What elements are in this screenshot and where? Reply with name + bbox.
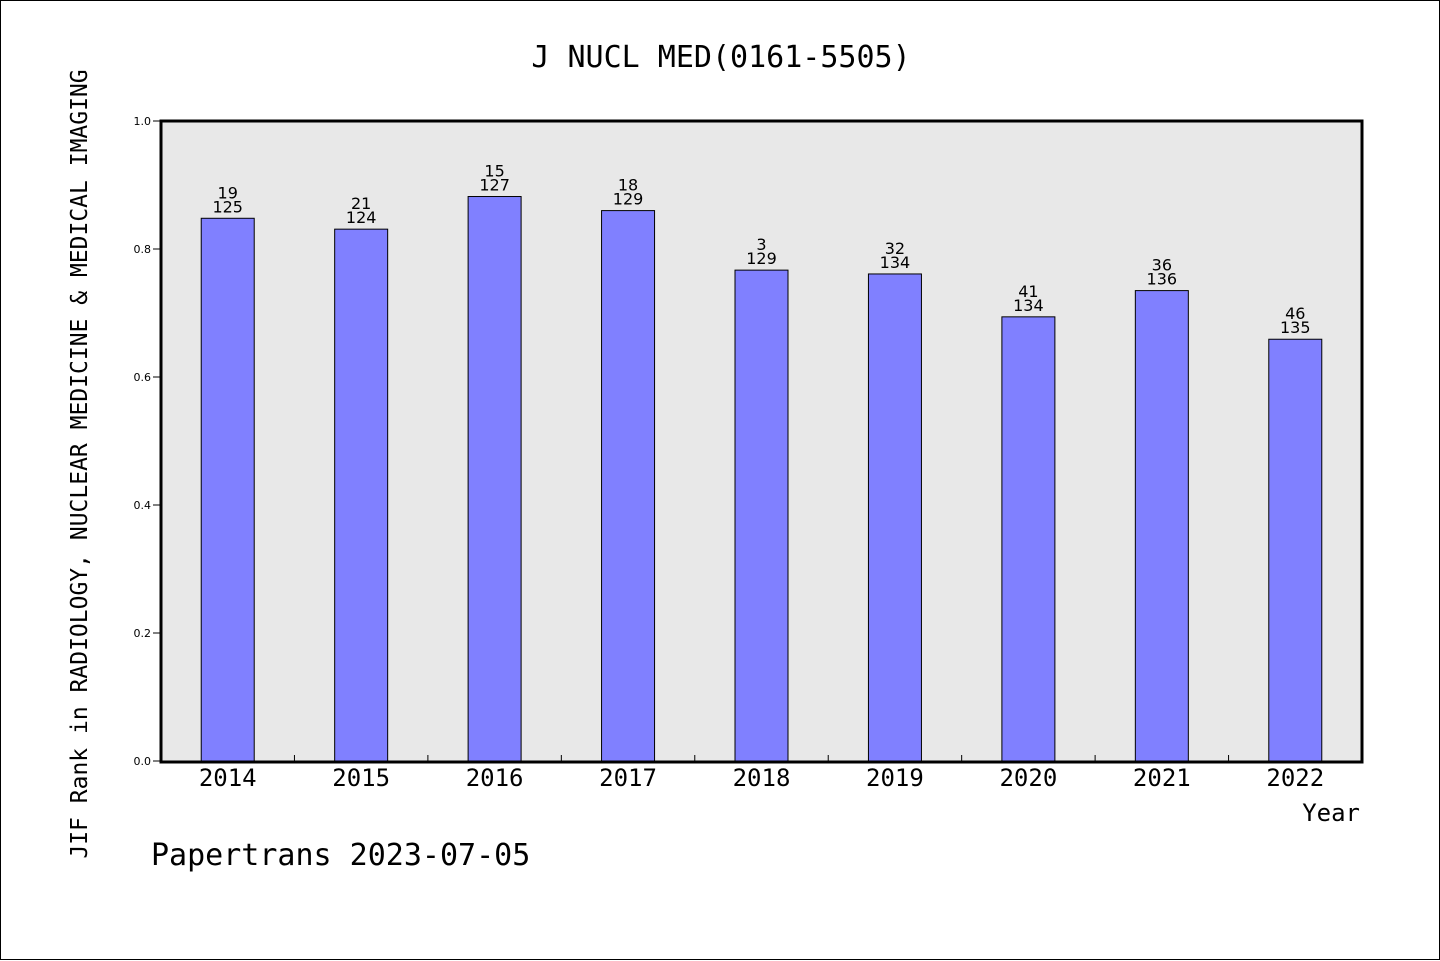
- rank-label: 19: [218, 183, 238, 202]
- y-tick-label: 0.8: [134, 243, 152, 256]
- total-label: 127: [479, 176, 510, 195]
- x-tick-label: 2019: [866, 764, 924, 792]
- y-tick-label: 0.0: [134, 755, 152, 768]
- bar-2018: [734, 269, 789, 762]
- bar-2014: [200, 217, 255, 762]
- x-tick-label: 2021: [1133, 764, 1191, 792]
- rank-label: 15: [484, 162, 504, 181]
- y-tick-label: 0.2: [134, 627, 152, 640]
- total-label: 134: [880, 253, 911, 272]
- rank-label: 46: [1285, 304, 1305, 323]
- chart-title: J NUCL MED(0161-5505): [531, 40, 910, 75]
- bar-2015: [334, 228, 389, 762]
- total-label: 135: [1280, 318, 1311, 337]
- total-label: 134: [1013, 296, 1044, 315]
- bar-series: [200, 196, 1323, 762]
- bar-2022: [1268, 338, 1323, 762]
- rank-label: 32: [885, 239, 905, 258]
- bar-2021: [1134, 290, 1189, 762]
- x-tick-label: 2018: [733, 764, 791, 792]
- total-label: 136: [1147, 270, 1178, 289]
- rank-label: 3: [756, 235, 766, 254]
- y-axis: 0.0 0.2 0.4 0.6 0.8 1.0: [134, 115, 161, 768]
- x-tick-label: 2020: [999, 764, 1057, 792]
- footer-text: Papertrans 2023-07-05: [151, 838, 530, 873]
- bar-2019: [867, 273, 922, 762]
- bar-2017: [601, 210, 656, 762]
- x-tick-label: 2015: [332, 764, 390, 792]
- total-label: 125: [212, 197, 243, 216]
- rank-label: 18: [618, 176, 638, 195]
- y-tick-label: 0.4: [134, 499, 152, 512]
- total-label: 124: [346, 208, 377, 227]
- x-axis: 2014 2015 2016 2017 2018 2019 2020 2021 2022: [199, 755, 1324, 792]
- x-tick-label: 2014: [199, 764, 257, 792]
- x-axis-label: Year: [1302, 799, 1360, 827]
- rank-label: 41: [1018, 282, 1038, 301]
- y-tick-label: 0.6: [134, 371, 152, 384]
- x-tick-label: 2017: [599, 764, 657, 792]
- plot-border: [159, 119, 1364, 764]
- y-tick-label: 1.0: [134, 115, 152, 128]
- y-axis-label: JIF Rank in RADIOLOGY, NUCLEAR MEDICINE …: [67, 69, 93, 858]
- x-tick-label: 2022: [1266, 764, 1324, 792]
- x-tick-label: 2016: [466, 764, 524, 792]
- total-label: 129: [613, 190, 644, 209]
- rank-label: 36: [1152, 256, 1172, 275]
- bar-2020: [1001, 316, 1056, 762]
- bar-2016: [467, 196, 522, 762]
- total-label: 129: [746, 249, 777, 268]
- rank-label: 21: [351, 194, 371, 213]
